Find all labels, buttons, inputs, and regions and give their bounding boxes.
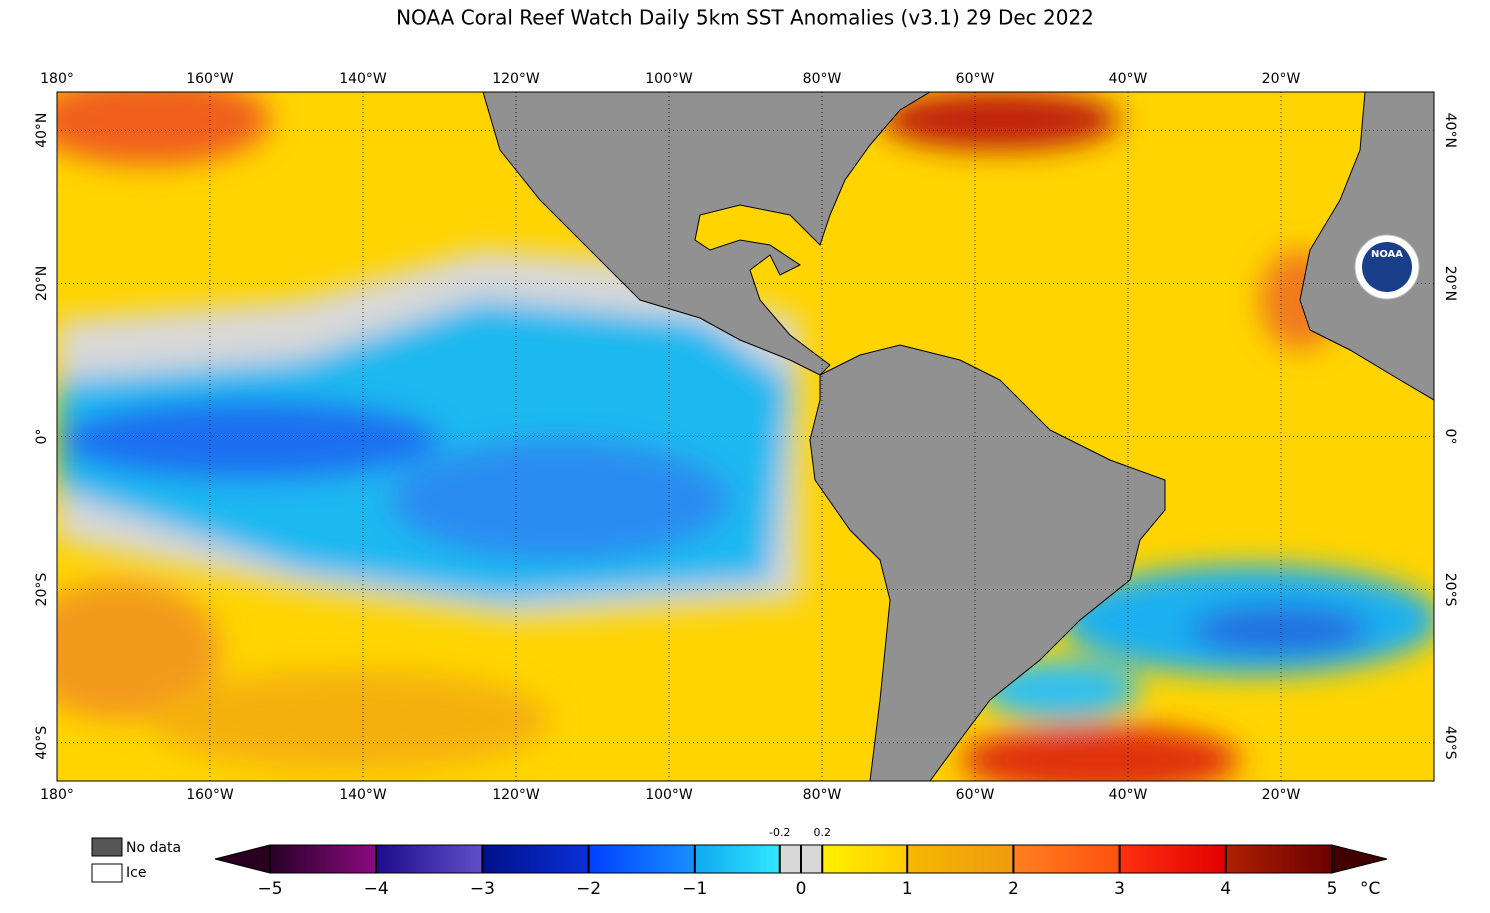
y-tick-label: 40°N (1442, 113, 1458, 148)
x-tick-label: 140°W (339, 71, 387, 87)
x-tick-label: 60°W (956, 787, 995, 803)
x-tick-label: 160°W (186, 71, 234, 87)
x-tick-label: 100°W (645, 787, 693, 803)
y-tick-label: 20°S (1442, 573, 1458, 607)
x-tick-label: 180° (40, 787, 74, 803)
x-tick-label: 120°W (492, 71, 540, 87)
y-tick-label: 40°S (34, 726, 50, 760)
colorbar-tick-label: 0.2 (813, 826, 831, 839)
colorbar-tick-label: −3 (470, 879, 495, 899)
colorbar-tick-label: -0.2 (769, 826, 790, 839)
no-data-swatch (91, 837, 123, 857)
y-tick-label: 20°N (34, 266, 50, 301)
y-tick-label: 0° (34, 429, 50, 445)
map-frame (56, 91, 1435, 782)
y-tick-label: 40°N (34, 113, 50, 148)
y-tick-label: 20°N (1442, 266, 1458, 301)
y-tick-label: 40°S (1442, 726, 1458, 760)
y-tick-label: 0° (1442, 429, 1458, 445)
x-tick-label: 40°W (1109, 71, 1148, 87)
colorbar-tick-label: 5 (1327, 879, 1338, 899)
logo-inner (1362, 242, 1412, 292)
colorbar-ticks: −5 −4 −3 −2 −1 0 1 2 3 4 5 -0.2 0.2 (257, 826, 1337, 899)
x-tick-label: 80°W (803, 787, 842, 803)
colorbar-unit: °C (1360, 879, 1380, 899)
colorbar-tick-label: −4 (364, 879, 389, 899)
map-field (57, 92, 1434, 781)
x-tick-label: 40°W (1109, 787, 1148, 803)
colorbar-tick-label: 2 (1008, 879, 1019, 899)
x-tick-label: 80°W (803, 71, 842, 87)
colorbar-tick-label: −5 (257, 879, 282, 899)
x-tick-label: 140°W (339, 787, 387, 803)
x-tick-label: 60°W (956, 71, 995, 87)
logo-text: NOAA (1371, 249, 1403, 260)
title: NOAA Coral Reef Watch Daily 5km SST Anom… (396, 6, 1094, 30)
x-tick-label: 20°W (1262, 71, 1301, 87)
colorbar-tick-label: 0 (796, 879, 807, 899)
y-tick-label: 20°S (34, 573, 50, 607)
colorbar-tick-label: −1 (682, 879, 707, 899)
x-tick-label: 160°W (186, 787, 234, 803)
colorbar-extend (214, 844, 271, 874)
colorbar-tick-label: 4 (1220, 879, 1231, 899)
ice-swatch (91, 863, 123, 883)
colorbar-tick-label: 1 (902, 879, 913, 899)
colorbar-tick-label: −2 (576, 879, 601, 899)
colorbar-extend (1331, 844, 1388, 874)
x-tick-label: 120°W (492, 787, 540, 803)
x-tick-label: 100°W (645, 71, 693, 87)
legend-label: No data (126, 840, 181, 856)
legend-label: Ice (126, 865, 146, 881)
x-tick-label: 20°W (1262, 787, 1301, 803)
x-tick-label: 180° (40, 71, 74, 87)
colorbar-tick-label: 3 (1114, 879, 1125, 899)
